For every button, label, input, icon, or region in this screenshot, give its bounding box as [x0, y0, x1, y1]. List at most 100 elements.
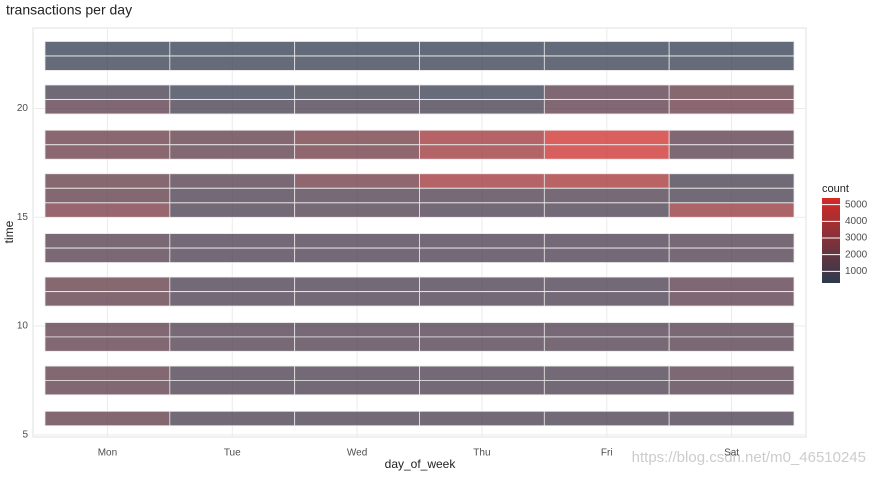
x-tick-label: Thu [473, 448, 490, 459]
tile [419, 247, 545, 263]
x-tick-label: Mon [98, 448, 117, 459]
tile [44, 144, 171, 160]
tile [543, 233, 670, 249]
tile [668, 322, 795, 338]
tile [44, 322, 171, 338]
colorbar-label: 4000 [845, 216, 868, 227]
tile [169, 55, 296, 71]
tile [44, 84, 171, 100]
tile [44, 41, 171, 57]
tile [294, 84, 420, 100]
tile [44, 99, 171, 115]
tile [419, 129, 545, 146]
tile [294, 365, 420, 381]
tile [668, 247, 795, 263]
tile [419, 380, 545, 396]
tile [419, 187, 545, 204]
tile [668, 291, 795, 307]
legend-title: count [822, 183, 849, 195]
tile [169, 41, 296, 57]
watermark: https://blog.csdn.net/m0_46510245 [632, 449, 866, 466]
tile [543, 380, 670, 396]
y-tick-label: 5 [22, 429, 28, 440]
x-tick-label: Fri [601, 448, 613, 459]
tile [44, 336, 171, 352]
tile [419, 336, 545, 352]
tile [668, 144, 795, 160]
tile [668, 129, 795, 146]
tile [294, 187, 420, 204]
tile [44, 276, 171, 292]
tile [169, 187, 296, 204]
tile [294, 99, 420, 115]
tile [169, 84, 296, 100]
tile [294, 380, 420, 396]
tile [169, 410, 296, 427]
tile [543, 322, 670, 338]
tile [543, 187, 670, 204]
tile [294, 41, 420, 57]
x-tick-label: Wed [347, 448, 367, 459]
tile [543, 173, 670, 189]
tile [44, 291, 171, 307]
tile [169, 291, 296, 307]
tile [543, 202, 670, 218]
tile [419, 84, 545, 100]
tile [668, 99, 795, 115]
x-tick-label: Sat [724, 448, 739, 459]
tile [543, 41, 670, 57]
tile [294, 202, 420, 218]
tile [294, 336, 420, 352]
tile [169, 322, 296, 338]
colorbar-label: 3000 [845, 233, 868, 244]
tile [668, 41, 795, 57]
y-tick-label: 10 [17, 321, 29, 332]
y-tick-label: 15 [17, 212, 29, 223]
tile [668, 84, 795, 100]
tile [419, 144, 545, 160]
y-axis-title: time [2, 220, 16, 243]
tile [44, 410, 171, 427]
tile [44, 247, 171, 263]
tile [44, 233, 171, 249]
tile [169, 202, 296, 218]
tile [169, 276, 296, 292]
tile [294, 173, 420, 189]
tile [44, 129, 171, 146]
tile [169, 247, 296, 263]
colorbar-label: 2000 [845, 249, 868, 260]
tile [543, 291, 670, 307]
tile [294, 233, 420, 249]
tile [543, 276, 670, 292]
tile [44, 202, 171, 218]
tile [419, 365, 545, 381]
tile [668, 380, 795, 396]
tile [543, 410, 670, 427]
tile [668, 202, 795, 218]
y-tick-label: 20 [17, 103, 29, 114]
tile [668, 336, 795, 352]
tile [169, 365, 296, 381]
tile [169, 99, 296, 115]
tile [419, 410, 545, 427]
panel [32, 27, 807, 438]
colorbar-label: 5000 [845, 199, 868, 210]
tile [543, 129, 670, 146]
tile [169, 129, 296, 146]
tile [419, 99, 545, 115]
tile [419, 291, 545, 307]
tile [668, 365, 795, 381]
tile [294, 276, 420, 292]
x-tick-label: Tue [224, 448, 241, 459]
tile [543, 84, 670, 100]
tile [543, 55, 670, 71]
tile [668, 55, 795, 71]
tile [294, 247, 420, 263]
tile [419, 233, 545, 249]
tile [543, 144, 670, 160]
tile [294, 322, 420, 338]
tile [668, 410, 795, 427]
tile [419, 202, 545, 218]
tile [169, 336, 296, 352]
